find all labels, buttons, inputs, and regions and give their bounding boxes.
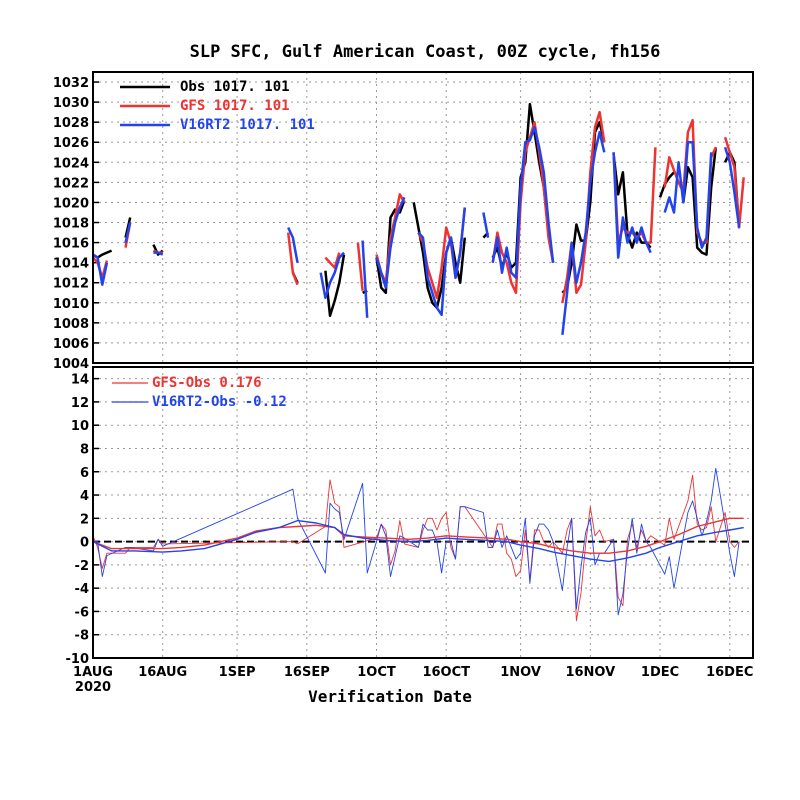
series-daily-gfs [93, 474, 740, 622]
bottom-ytick-label: 6 [80, 466, 89, 481]
top-ytick-label: 1016 [53, 237, 89, 252]
top-ytick-label: 1006 [53, 337, 89, 352]
top-panel-slp: 1004 1006 1008 1010 1012 1014 1016 1018 1020 1022… [53, 71, 754, 372]
series-line-obs [658, 171, 675, 198]
legend-label-obs: Obs 1017. 101 [180, 79, 290, 95]
bottom-ytick-label: 10 [71, 419, 89, 434]
top-ytick-label: 1004 [53, 357, 89, 372]
top-panel-series [92, 102, 745, 336]
x-tick-label: 16DEC [706, 665, 753, 680]
series-line-v16 [124, 222, 132, 243]
top-ytick-label: 1030 [53, 96, 89, 111]
series-line-v16 [612, 152, 652, 259]
bottom-ytick-label: -4 [75, 582, 89, 597]
legend-label-diff-gfs: GFS-Obs 0.176 [152, 375, 262, 391]
top-ytick-label: 1026 [53, 136, 89, 151]
series-line-v16 [491, 125, 555, 279]
series-line-v16 [319, 251, 345, 300]
top-ytick-label: 1024 [53, 156, 89, 171]
bottom-ytick-label: 2 [80, 512, 89, 527]
x-tick-label: 1SEP [219, 665, 256, 680]
series-running_mean-gfs [93, 517, 744, 554]
bottom-panel-legend: GFS-Obs 0.176 V16RT2-Obs -0.12 [112, 375, 287, 410]
x-tick-label: 1OCT [357, 665, 396, 680]
series-line-obs [682, 147, 718, 256]
x-tick-label: 1DEC [641, 665, 679, 680]
series-line-v16 [375, 196, 406, 289]
series-line-v16 [417, 207, 467, 317]
top-ytick-label: 1018 [53, 217, 89, 232]
top-ytick-label: 1020 [53, 196, 89, 211]
series-line-v16 [663, 140, 713, 249]
series-line-obs [412, 202, 467, 310]
series-line-v16 [361, 240, 369, 318]
x-tick-label: 1NOV [500, 665, 541, 680]
legend-label-diff-v16: V16RT2-Obs -0.12 [152, 394, 287, 410]
bottom-panel-difference: -10 -8 -6 -4 -2 0 2 4 6 8 10 12 14 GFS-Obs 0.176 V16R… [66, 366, 754, 667]
bottom-panel-grid [92, 367, 753, 659]
top-ytick-label: 1012 [53, 277, 89, 292]
bottom-ytick-label: 0 [80, 536, 89, 551]
series-line-obs [375, 199, 406, 295]
series-line-gfs [324, 252, 341, 269]
x-tick-label: 16SEP [284, 665, 330, 680]
legend-label-gfs: GFS 1017. 101 [180, 98, 290, 114]
series-line-v16 [723, 146, 741, 228]
series-line-v16 [92, 253, 109, 286]
series-line-gfs [286, 232, 299, 286]
bottom-ytick-label: 4 [80, 489, 89, 504]
series-line-v16 [482, 212, 490, 238]
x-tick-label: 16NOV [565, 665, 615, 680]
legend-label-v16: V16RT2 1017. 101 [180, 117, 315, 133]
series-line-v16 [287, 226, 299, 263]
x-tick-label: 16AUG [138, 665, 187, 680]
series-line-v16 [153, 251, 164, 256]
x-axis-label: Verification Date [308, 687, 472, 706]
bottom-ytick-label: 8 [80, 442, 89, 457]
series-line-gfs [612, 147, 657, 244]
top-ytick-label: 1010 [53, 297, 89, 312]
series-line-gfs [356, 242, 364, 291]
chart-title: SLP SFC, Gulf American Coast, 00Z cycle,… [190, 42, 661, 62]
x-tick-year: 2020 [75, 680, 111, 695]
bottom-panel-frame [92, 366, 754, 659]
top-ytick-label: 1032 [53, 76, 89, 91]
top-ytick-label: 1014 [53, 257, 89, 272]
x-tick-label: 1AUG [73, 665, 113, 680]
bottom-panel-series [93, 467, 744, 622]
top-panel-legend: Obs 1017. 101 GFS 1017. 101 V16RT2 1017. 1… [120, 79, 315, 133]
series-line-obs [324, 254, 346, 318]
bottom-ytick-label: -2 [75, 559, 89, 574]
top-panel-grid [92, 72, 753, 364]
series-line-obs [612, 154, 652, 249]
series-line-gfs [491, 120, 555, 295]
top-ytick-label: 1022 [53, 176, 89, 191]
bottom-ytick-label: 14 [71, 373, 89, 388]
series-daily-v16 [93, 467, 740, 616]
bottom-ytick-label: -8 [75, 629, 89, 644]
series-running_mean-v16 [93, 519, 744, 563]
top-panel-y-ticks: 1004 1006 1008 1010 1012 1014 1016 1018 1020 1022… [53, 76, 99, 372]
top-ytick-label: 1008 [53, 317, 89, 332]
bottom-ytick-label: 12 [71, 396, 89, 411]
top-panel-frame [92, 71, 754, 364]
x-tick-label: 16OCT [422, 665, 470, 680]
series-line-gfs [723, 136, 745, 229]
bottom-ytick-label: -10 [66, 652, 90, 667]
bottom-ytick-label: -6 [75, 605, 89, 620]
top-ytick-label: 1028 [53, 116, 89, 131]
series-line-v16 [561, 130, 606, 336]
